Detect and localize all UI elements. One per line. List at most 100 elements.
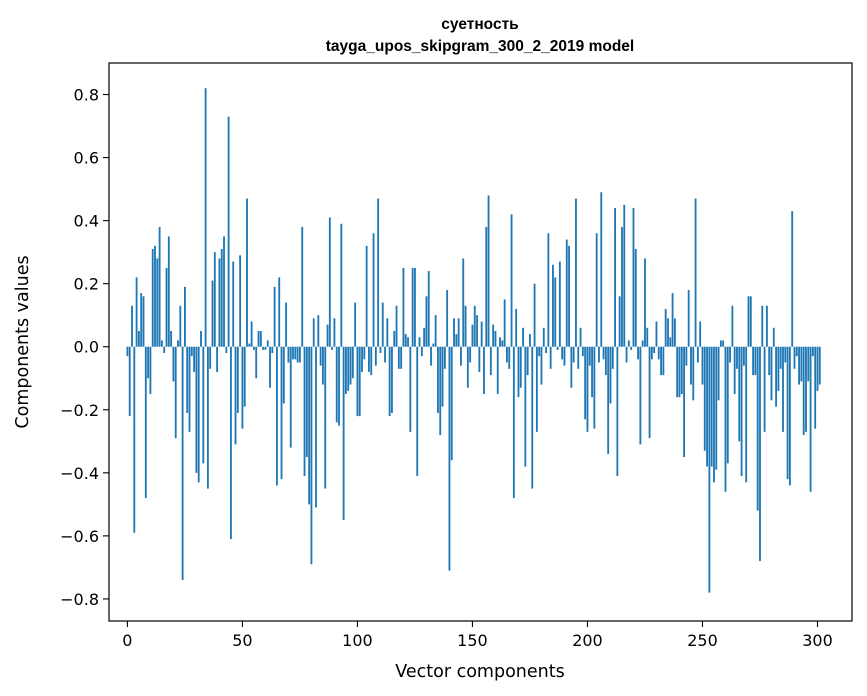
bar-270 — [747, 296, 750, 347]
bar-286 — [784, 346, 787, 363]
bar-192 — [568, 245, 570, 347]
bar-171 — [519, 346, 522, 388]
bar-37 — [211, 280, 214, 347]
bar-119 — [400, 346, 403, 369]
bar-288 — [788, 346, 791, 486]
bar-124 — [411, 267, 414, 347]
bar-240 — [678, 346, 681, 398]
bar-67 — [280, 346, 283, 480]
bar-25 — [183, 286, 186, 347]
bar-183 — [547, 233, 550, 347]
x-tick-label-4: 200 — [572, 631, 603, 650]
bar-293 — [800, 346, 803, 382]
bar-52 — [246, 198, 248, 347]
bar-169 — [515, 308, 518, 347]
bar-221 — [634, 249, 637, 347]
bar-269 — [745, 346, 748, 483]
bar-194 — [572, 346, 575, 363]
bar-24 — [181, 346, 184, 581]
bar-137 — [441, 346, 444, 407]
bar-273 — [754, 346, 757, 376]
bar-99 — [354, 302, 357, 347]
bar-241 — [680, 346, 683, 395]
bar-190 — [563, 346, 566, 366]
bar-193 — [570, 346, 573, 388]
bar-120 — [402, 267, 405, 347]
bar-76 — [301, 226, 304, 347]
bar-139 — [446, 289, 449, 347]
bar-283 — [777, 346, 780, 391]
bar-104 — [365, 245, 368, 347]
bar-150 — [471, 324, 474, 347]
bar-125 — [414, 267, 416, 347]
bar-298 — [811, 346, 814, 357]
bar-212 — [614, 208, 616, 347]
bar-62 — [269, 346, 271, 388]
bar-68 — [282, 346, 285, 404]
bar-117 — [395, 305, 398, 347]
bar-33 — [202, 346, 205, 464]
bar-153 — [478, 346, 481, 372]
bar-158 — [489, 346, 492, 376]
bar-131 — [427, 271, 430, 347]
bar-2 — [131, 305, 133, 347]
bar-246 — [692, 346, 695, 401]
bar-9 — [147, 346, 150, 379]
chart-subtitle: tayga_upos_skipgram_300_2_2019 model — [326, 38, 634, 55]
bar-109 — [377, 198, 380, 347]
x-tick-label-6: 300 — [802, 631, 833, 650]
bar-7 — [142, 296, 145, 347]
bar-4 — [135, 277, 138, 347]
bar-118 — [397, 346, 400, 369]
bar-23 — [179, 305, 182, 347]
bar-42 — [223, 236, 225, 347]
y-axis-label: Components values — [13, 255, 33, 428]
bar-61 — [266, 340, 269, 347]
bar-83 — [317, 315, 320, 347]
bar-155 — [483, 346, 485, 395]
bar-252 — [706, 346, 708, 467]
bar-51 — [243, 346, 246, 407]
bar-116 — [393, 330, 396, 347]
bar-236 — [669, 337, 672, 347]
bar-71 — [289, 346, 292, 448]
bar-148 — [466, 346, 469, 388]
bar-206 — [600, 192, 603, 347]
bar-239 — [676, 346, 679, 398]
bar-200 — [586, 346, 589, 432]
bar-301 — [818, 346, 821, 385]
bar-184 — [549, 346, 552, 369]
x-tick-label-0: 0 — [122, 631, 132, 650]
bar-177 — [533, 283, 536, 347]
bar-211 — [611, 346, 614, 369]
bar-157 — [487, 195, 490, 347]
bar-230 — [655, 321, 658, 347]
bar-185 — [552, 264, 554, 347]
bar-133 — [432, 343, 435, 347]
bar-92 — [338, 346, 340, 426]
bar-268 — [742, 346, 745, 366]
bar-256 — [715, 346, 718, 470]
bar-108 — [374, 346, 377, 366]
bar-107 — [372, 233, 375, 347]
x-axis-label: Vector components — [395, 662, 564, 682]
bar-21 — [174, 346, 177, 439]
bar-46 — [232, 261, 235, 347]
bar-299 — [814, 346, 817, 429]
bar-191 — [565, 239, 568, 347]
bar-123 — [409, 346, 412, 432]
bar-295 — [805, 346, 807, 432]
bar-259 — [722, 340, 725, 347]
bar-100 — [356, 346, 359, 417]
bar-272 — [752, 346, 755, 376]
bar-220 — [632, 208, 635, 347]
bar-186 — [554, 277, 557, 347]
bar-231 — [657, 346, 660, 360]
bar-222 — [637, 346, 639, 360]
bar-40 — [218, 258, 221, 347]
bar-144 — [457, 318, 460, 347]
bar-39 — [216, 346, 219, 372]
bar-244 — [687, 289, 690, 347]
bar-44 — [227, 116, 230, 347]
